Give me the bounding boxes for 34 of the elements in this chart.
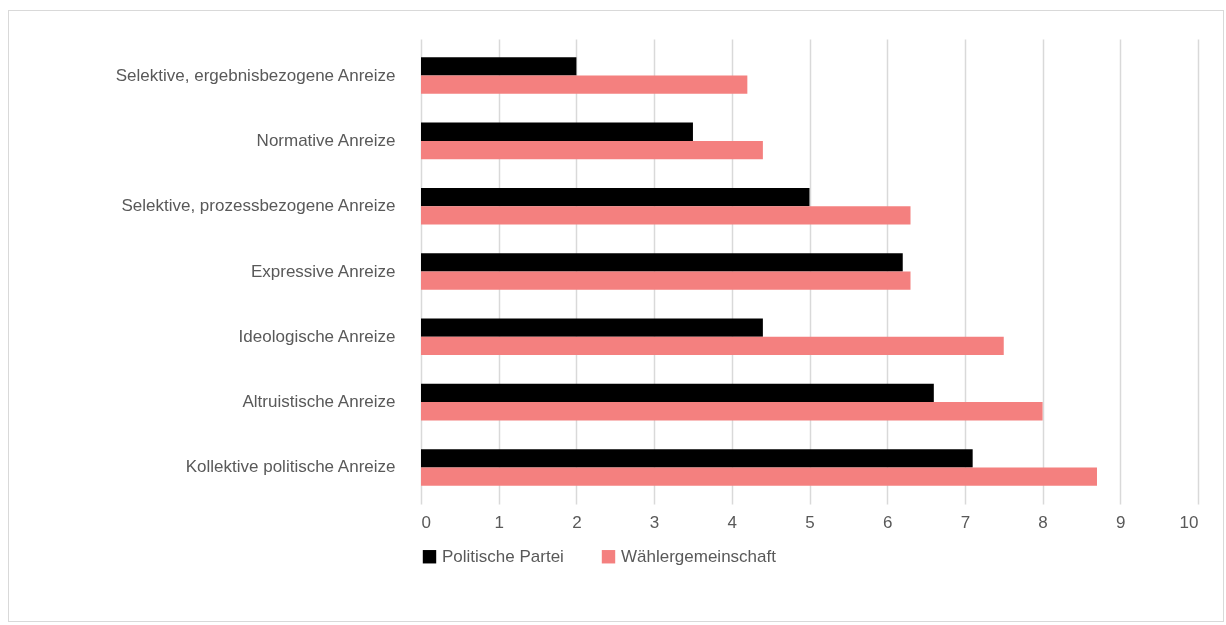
bar xyxy=(421,140,763,160)
x-tick-label: 0 xyxy=(421,512,431,532)
bar xyxy=(421,318,763,337)
bar xyxy=(421,75,748,94)
x-tick-label: 3 xyxy=(649,512,660,532)
bar xyxy=(421,122,693,141)
x-tick-label: 8 xyxy=(1038,512,1048,532)
y-tick-label: Altruistische Anreize xyxy=(242,392,396,412)
bar xyxy=(421,383,934,403)
y-tick-label: Expressive Anreize xyxy=(250,261,396,281)
x-tick-label: 1 xyxy=(494,512,504,532)
bar xyxy=(421,402,1043,421)
y-tick-label: Selektive, ergebnisbezogene Anreize xyxy=(115,65,396,85)
x-tick-label: 2 xyxy=(572,512,582,532)
bar xyxy=(421,449,973,468)
x-tick-label: 4 xyxy=(727,512,738,532)
bar xyxy=(421,206,911,225)
x-tick-label: 9 xyxy=(1116,512,1126,532)
y-tick-label: Selektive, prozessbezogene Anreize xyxy=(121,196,396,216)
bar xyxy=(421,336,1004,356)
bar xyxy=(421,467,1097,486)
bar xyxy=(421,271,911,290)
x-tick-label: 5 xyxy=(805,512,815,532)
bar xyxy=(421,57,577,76)
y-tick-label: Ideologische Anreize xyxy=(238,326,396,346)
x-tick-label: 6 xyxy=(882,512,893,532)
y-tick-label: Kollektive politische Anreize xyxy=(185,457,396,477)
legend-label: Wählergemeinschaft xyxy=(621,546,777,566)
bar xyxy=(421,187,810,207)
x-tick-label: 10 xyxy=(1179,512,1199,532)
legend-label: Politische Partei xyxy=(442,546,564,566)
bar xyxy=(421,253,903,272)
x-tick-label: 7 xyxy=(960,512,971,532)
y-tick-label: Normative Anreize xyxy=(256,130,396,150)
